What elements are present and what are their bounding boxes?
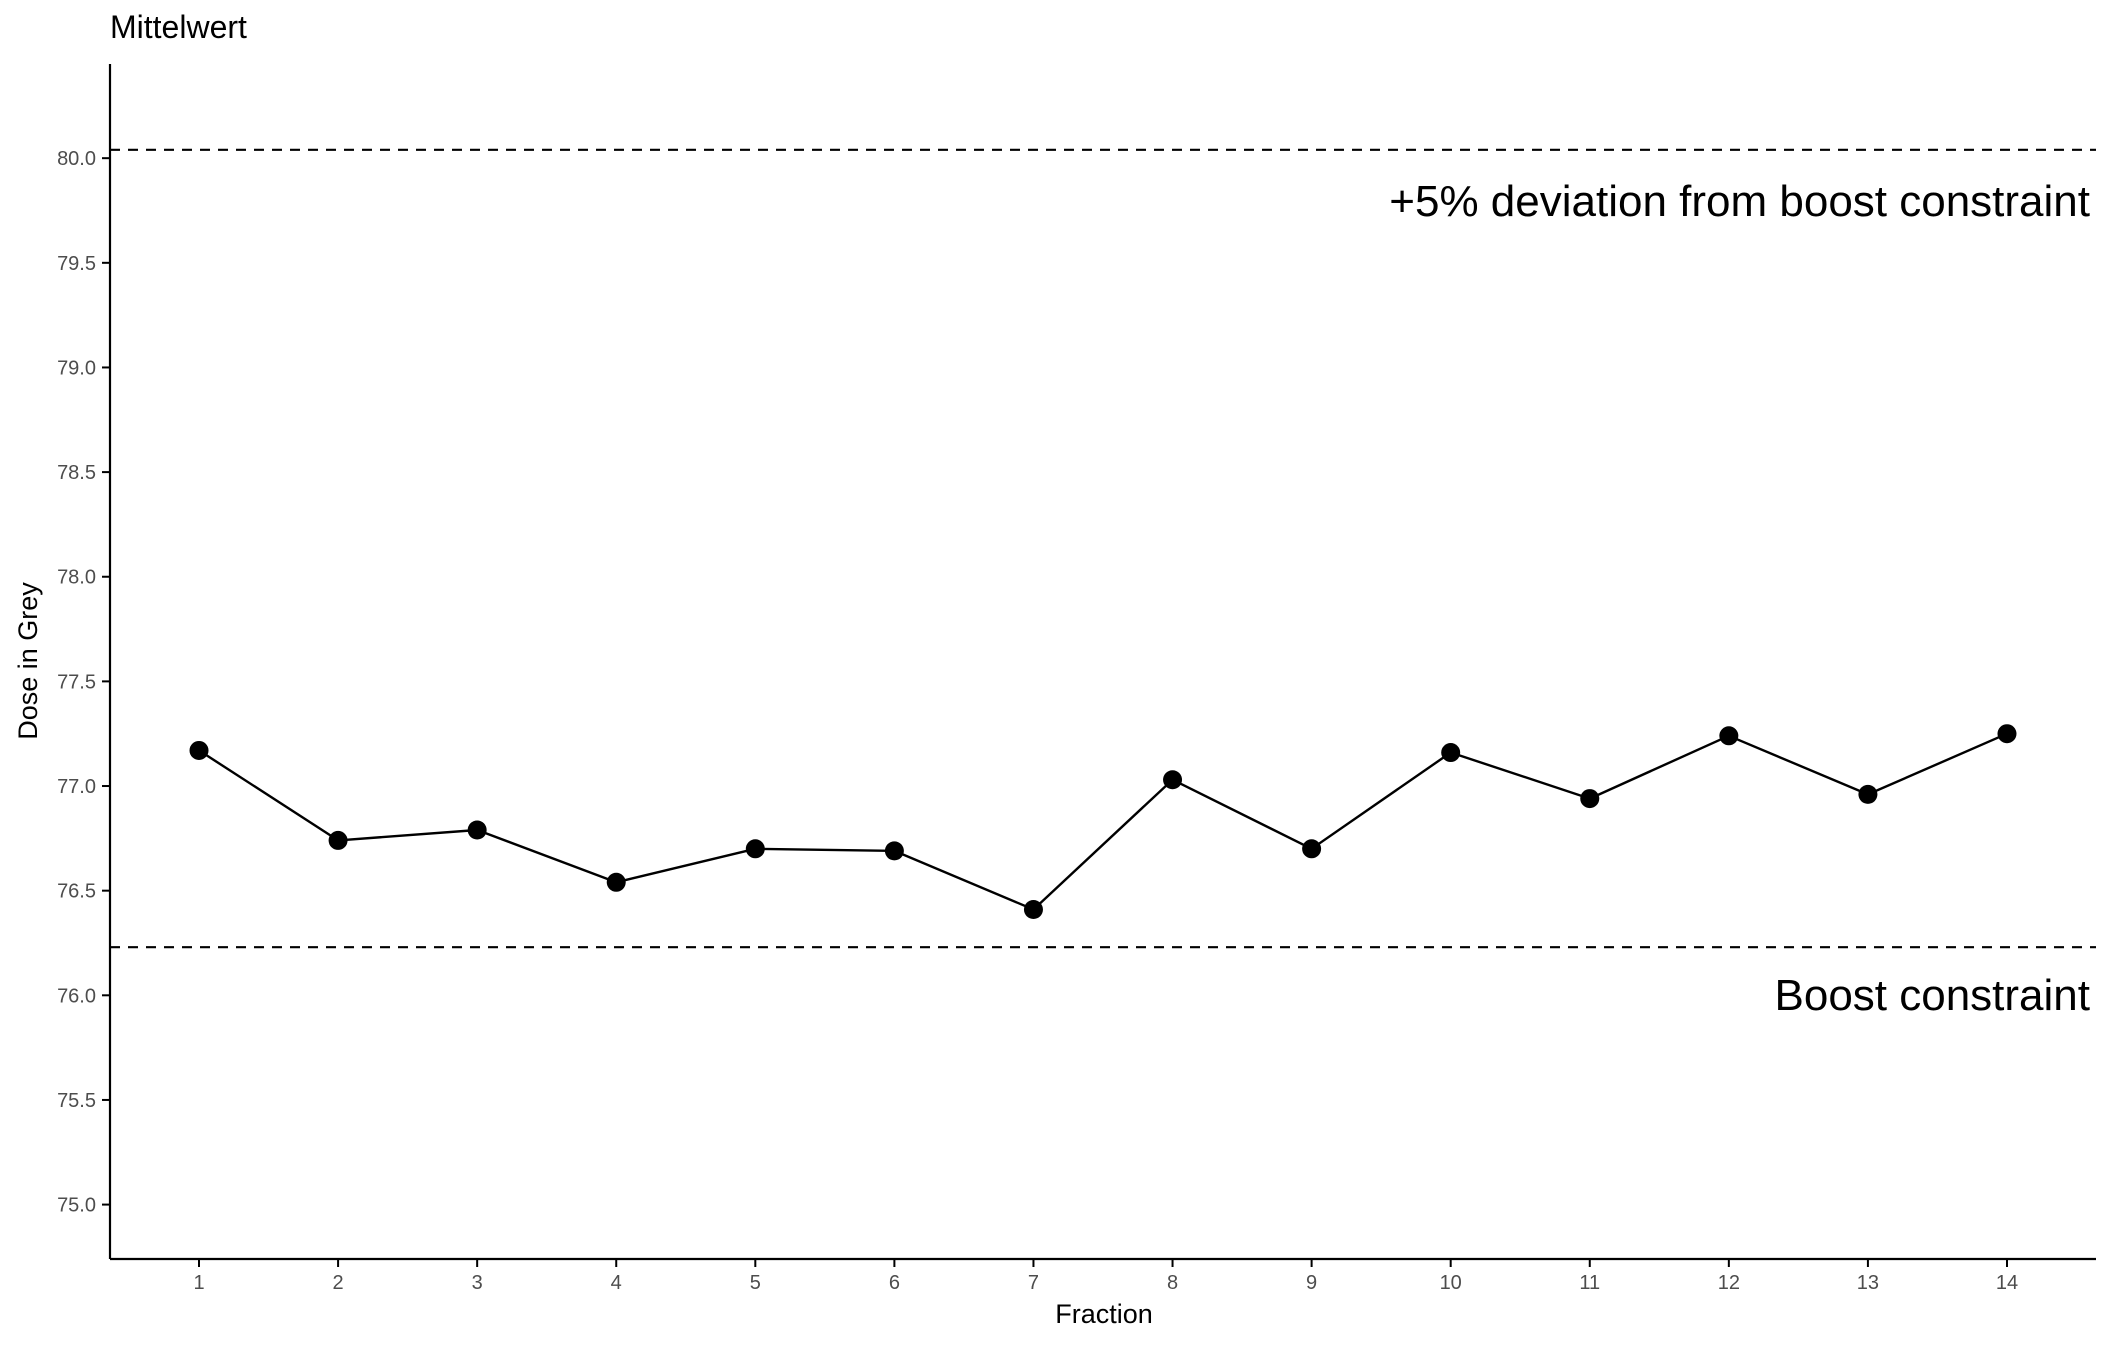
y-tick-label: 78.0 — [57, 567, 96, 589]
y-axis-title: Dose in Grey — [13, 582, 43, 740]
x-axis-title: Fraction — [1055, 1299, 1153, 1329]
data-point — [189, 740, 209, 760]
y-tick-label: 79.0 — [57, 357, 96, 379]
x-tick-label: 11 — [1579, 1272, 1600, 1294]
data-point — [1163, 770, 1183, 790]
chart-title: Mittelwert — [110, 9, 247, 45]
x-tick-label: 14 — [1996, 1272, 2018, 1294]
reference-lines: +5% deviation from boost constraint Boost… — [110, 148, 2096, 1020]
data-point — [606, 872, 626, 892]
x-tick-label: 4 — [611, 1272, 622, 1294]
x-tick-label: 9 — [1306, 1272, 1317, 1294]
y-tick-label: 75.5 — [57, 1090, 96, 1112]
data-point — [1580, 789, 1600, 809]
x-tick-label: 10 — [1440, 1272, 1462, 1294]
data-point — [1302, 839, 1322, 859]
data-point — [1719, 726, 1739, 746]
data-point — [1858, 784, 1878, 804]
y-tick-label: 79.5 — [57, 253, 96, 275]
y-tick-label: 80.0 — [57, 148, 96, 170]
data-point — [745, 839, 765, 859]
y-tick-label: 77.0 — [57, 776, 96, 798]
y-tick-label: 78.5 — [57, 462, 96, 484]
x-tick-label: 3 — [472, 1272, 483, 1294]
data-point — [1997, 724, 2017, 744]
x-tick-label: 7 — [1028, 1272, 1039, 1294]
series-line — [198, 732, 2008, 911]
x-tick-label: 6 — [889, 1272, 900, 1294]
data-point — [328, 830, 348, 850]
x-tick-label: 1 — [193, 1272, 204, 1294]
y-tick-label: 77.5 — [57, 671, 96, 693]
x-tick-label: 8 — [1167, 1272, 1178, 1294]
y-tick-label: 76.0 — [57, 985, 96, 1007]
data-point — [1441, 743, 1461, 763]
reference-line-label: Boost constraint — [1775, 971, 2091, 1020]
x-tick-label: 5 — [750, 1272, 761, 1294]
reference-line-label: +5% deviation from boost constraint — [1389, 177, 2090, 226]
y-tick-label: 75.0 — [57, 1195, 96, 1217]
data-point — [884, 841, 904, 861]
series-layer — [189, 724, 2017, 919]
y-tick-label: 76.5 — [57, 881, 96, 903]
data-point — [467, 820, 487, 840]
x-tick-label: 12 — [1718, 1272, 1740, 1294]
x-tick-label: 13 — [1857, 1272, 1879, 1294]
x-tick-label: 2 — [333, 1272, 344, 1294]
data-point — [1023, 899, 1043, 919]
axes: 75.0 75.5 76.0 76.5 77.0 77.5 78.0 78.5 79.0 79.5… — [57, 64, 2096, 1294]
